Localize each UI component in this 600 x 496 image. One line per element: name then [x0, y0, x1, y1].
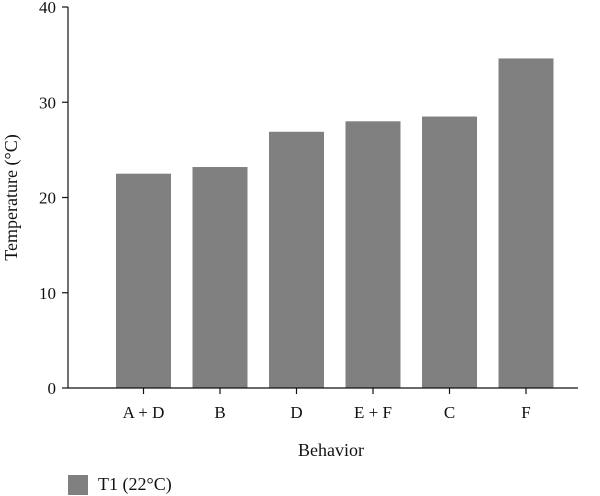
bar	[345, 121, 401, 389]
bar	[422, 116, 477, 388]
y-tick-label: 20	[39, 189, 56, 208]
x-tick-label: F	[521, 403, 530, 422]
legend-label: T1 (22°C)	[98, 474, 172, 494]
y-axis-ticks: 0 10 20 30 40	[39, 0, 68, 398]
bar	[116, 173, 171, 388]
y-tick-label: 10	[39, 284, 56, 303]
bar	[269, 131, 324, 388]
bar	[192, 167, 248, 388]
x-axis-title: Behavior	[298, 440, 364, 460]
x-axis-ticks: A + D B D E + F C F	[123, 388, 531, 422]
x-tick-label: D	[290, 403, 302, 422]
legend-swatch	[68, 474, 88, 495]
x-tick-label: B	[214, 403, 225, 422]
bars	[116, 58, 554, 389]
x-tick-label: A + D	[123, 403, 165, 422]
bar	[498, 58, 554, 389]
y-axis-title: Temperature (°C)	[1, 134, 22, 260]
x-tick-label: E + F	[354, 403, 392, 422]
y-tick-label: 40	[39, 0, 56, 17]
x-tick-label: C	[444, 403, 455, 422]
legend: T1 (22°C)	[68, 474, 172, 495]
y-tick-label: 30	[39, 93, 56, 112]
y-tick-label: 0	[48, 379, 57, 398]
